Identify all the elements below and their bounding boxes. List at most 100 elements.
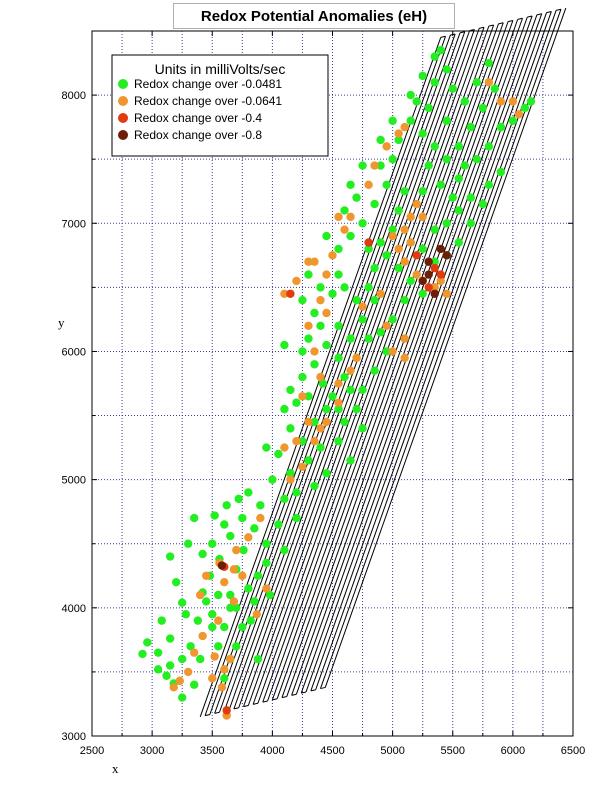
data-point-series-2 [244, 533, 253, 542]
data-point-series-1 [388, 225, 397, 234]
data-point-series-1 [286, 424, 295, 433]
data-point-series-2 [175, 676, 184, 686]
data-point-series-3 [430, 263, 439, 273]
data-point-series-2 [229, 565, 239, 574]
data-point-series-1 [352, 404, 361, 414]
data-point-series-1 [466, 122, 475, 132]
legend-label: Redox change over -0.0481 [134, 77, 282, 91]
data-point-series-1 [208, 539, 217, 548]
data-point-series-1 [478, 199, 488, 209]
data-point-series-2 [322, 308, 331, 318]
data-point-series-1 [454, 206, 463, 215]
data-point-series-2 [238, 571, 247, 580]
survey-track-turn [310, 689, 316, 692]
survey-track-turn [320, 686, 326, 690]
data-point-series-1 [238, 513, 247, 523]
data-point-series-1 [165, 661, 175, 670]
y-tick-label: 4000 [62, 603, 86, 615]
data-point-series-1 [292, 398, 301, 407]
data-point-series-1 [165, 552, 175, 561]
data-point-series-1 [193, 616, 203, 625]
data-point-series-1 [222, 501, 231, 510]
data-point-series-2 [292, 276, 301, 286]
data-point-series-1 [382, 347, 391, 356]
data-point-series-1 [280, 494, 289, 504]
data-point-series-2 [280, 443, 289, 452]
legend-marker [118, 113, 128, 123]
data-point-series-1 [184, 539, 193, 548]
data-point-series-1 [316, 283, 325, 292]
data-point-series-1 [310, 417, 319, 427]
legend-marker [118, 96, 128, 106]
data-point-series-4 [217, 561, 227, 570]
survey-track-line [310, 11, 552, 691]
data-point-series-1 [442, 65, 451, 74]
data-point-series-1 [358, 161, 367, 170]
survey-track-turn [291, 693, 297, 696]
data-point-series-1 [388, 154, 397, 164]
data-point-series-1 [274, 449, 283, 459]
data-point-series-1 [442, 154, 451, 164]
y-tick-label: 7000 [62, 218, 86, 230]
data-point-series-1 [318, 379, 328, 388]
data-point-series-2 [388, 231, 397, 241]
data-point-series-1 [418, 71, 427, 81]
data-point-series-1 [418, 187, 427, 196]
data-point-series-1 [268, 475, 277, 484]
data-point-series-2 [340, 225, 349, 234]
legend: Units in milliVolts/sec Redox change ove… [111, 54, 329, 157]
data-point-series-1 [253, 571, 263, 580]
data-point-series-1 [250, 597, 259, 606]
survey-track-line [252, 24, 495, 705]
survey-track-turn [301, 691, 307, 694]
axis-ticks: 2500 3000 3500 4000 4500 5000 5500 6000 6500 3000… [62, 31, 585, 757]
data-point-series-2 [169, 683, 178, 692]
data-point-series-1 [220, 622, 229, 632]
data-point-series-2 [304, 257, 313, 266]
data-point-series-1 [238, 622, 247, 632]
data-point-series-1 [340, 206, 349, 215]
data-point-series-1 [370, 295, 379, 305]
data-point-series-1 [198, 549, 207, 559]
data-point-series-1 [376, 238, 385, 247]
data-point-series-1 [490, 84, 500, 93]
data-point-series-2 [346, 366, 355, 375]
data-point-series-1 [214, 590, 223, 600]
survey-track-turn [459, 31, 465, 34]
data-point-series-1 [328, 392, 337, 401]
data-point-series-1 [418, 289, 427, 298]
data-point-series-1 [246, 616, 255, 625]
data-point-series-2 [298, 392, 307, 401]
data-point-series-1 [253, 654, 263, 664]
data-point-series-1 [322, 469, 331, 478]
survey-track-turn [536, 13, 542, 16]
x-tick-label: 4000 [260, 745, 284, 757]
survey-track-turn [272, 698, 278, 701]
survey-track-turn [253, 702, 259, 705]
survey-track-turn [507, 20, 513, 23]
data-point-series-2 [310, 436, 319, 446]
data-point-series-1 [298, 436, 307, 446]
data-point-series-2 [418, 212, 427, 222]
data-point-series-1 [508, 116, 518, 125]
survey-track-line [262, 22, 504, 703]
data-point-series-1 [442, 219, 451, 228]
survey-track-line [276, 19, 519, 699]
data-point-series-2 [214, 616, 223, 625]
x-tick-label: 5500 [441, 745, 465, 757]
data-point-series-2 [217, 683, 227, 692]
data-point-series-1 [418, 129, 427, 138]
data-point-series-1 [265, 590, 275, 600]
data-point-series-1 [298, 347, 307, 356]
data-point-series-1 [406, 276, 415, 286]
data-point-series-1 [244, 488, 253, 497]
data-point-series-1 [394, 206, 403, 215]
data-point-series-1 [346, 231, 355, 241]
data-point-series-1 [412, 97, 421, 106]
data-point-series-1 [382, 180, 391, 190]
x-tick-label: 2500 [80, 745, 104, 757]
data-point-series-1 [460, 161, 469, 170]
data-point-series-2 [210, 652, 219, 661]
data-point-series-1 [298, 372, 307, 382]
survey-track-line [223, 31, 466, 712]
